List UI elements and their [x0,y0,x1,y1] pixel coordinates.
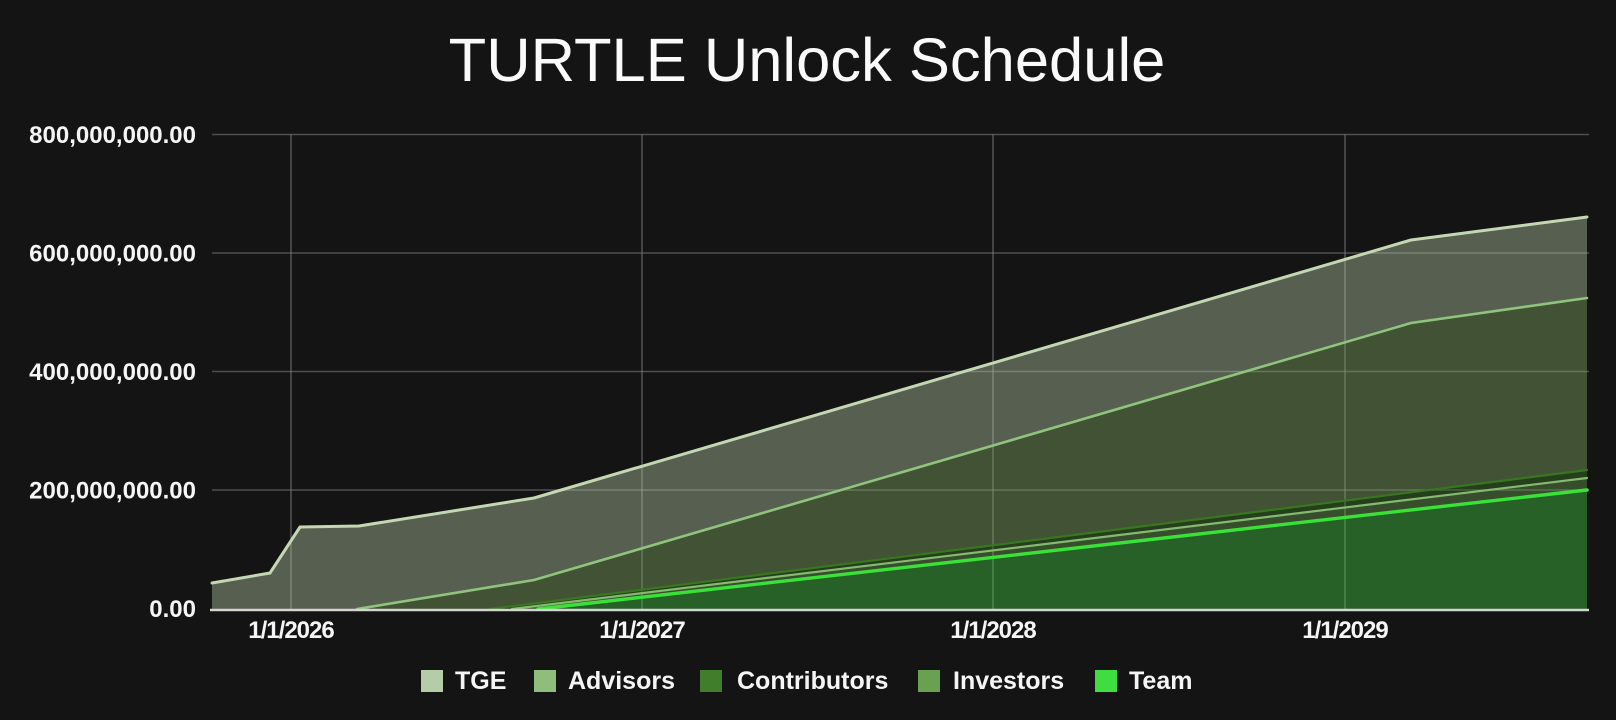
svg-text:1/1/2026: 1/1/2026 [248,617,334,644]
svg-text:1/1/2028: 1/1/2028 [950,617,1036,644]
svg-text:Investors: Investors [953,667,1064,695]
svg-text:800,000,000.00: 800,000,000.00 [29,122,196,149]
svg-text:Team: Team [1129,667,1192,695]
svg-text:200,000,000.00: 200,000,000.00 [29,478,196,505]
svg-text:TURTLE Unlock Schedule: TURTLE Unlock Schedule [449,26,1166,95]
svg-text:1/1/2027: 1/1/2027 [599,617,685,644]
svg-text:400,000,000.00: 400,000,000.00 [29,359,196,386]
svg-text:Contributors: Contributors [737,667,888,695]
svg-text:Advisors: Advisors [568,667,675,695]
svg-text:600,000,000.00: 600,000,000.00 [29,241,196,268]
svg-text:1/1/2029: 1/1/2029 [1302,617,1388,644]
svg-text:0.00: 0.00 [149,596,196,623]
svg-text:TGE: TGE [455,667,506,695]
